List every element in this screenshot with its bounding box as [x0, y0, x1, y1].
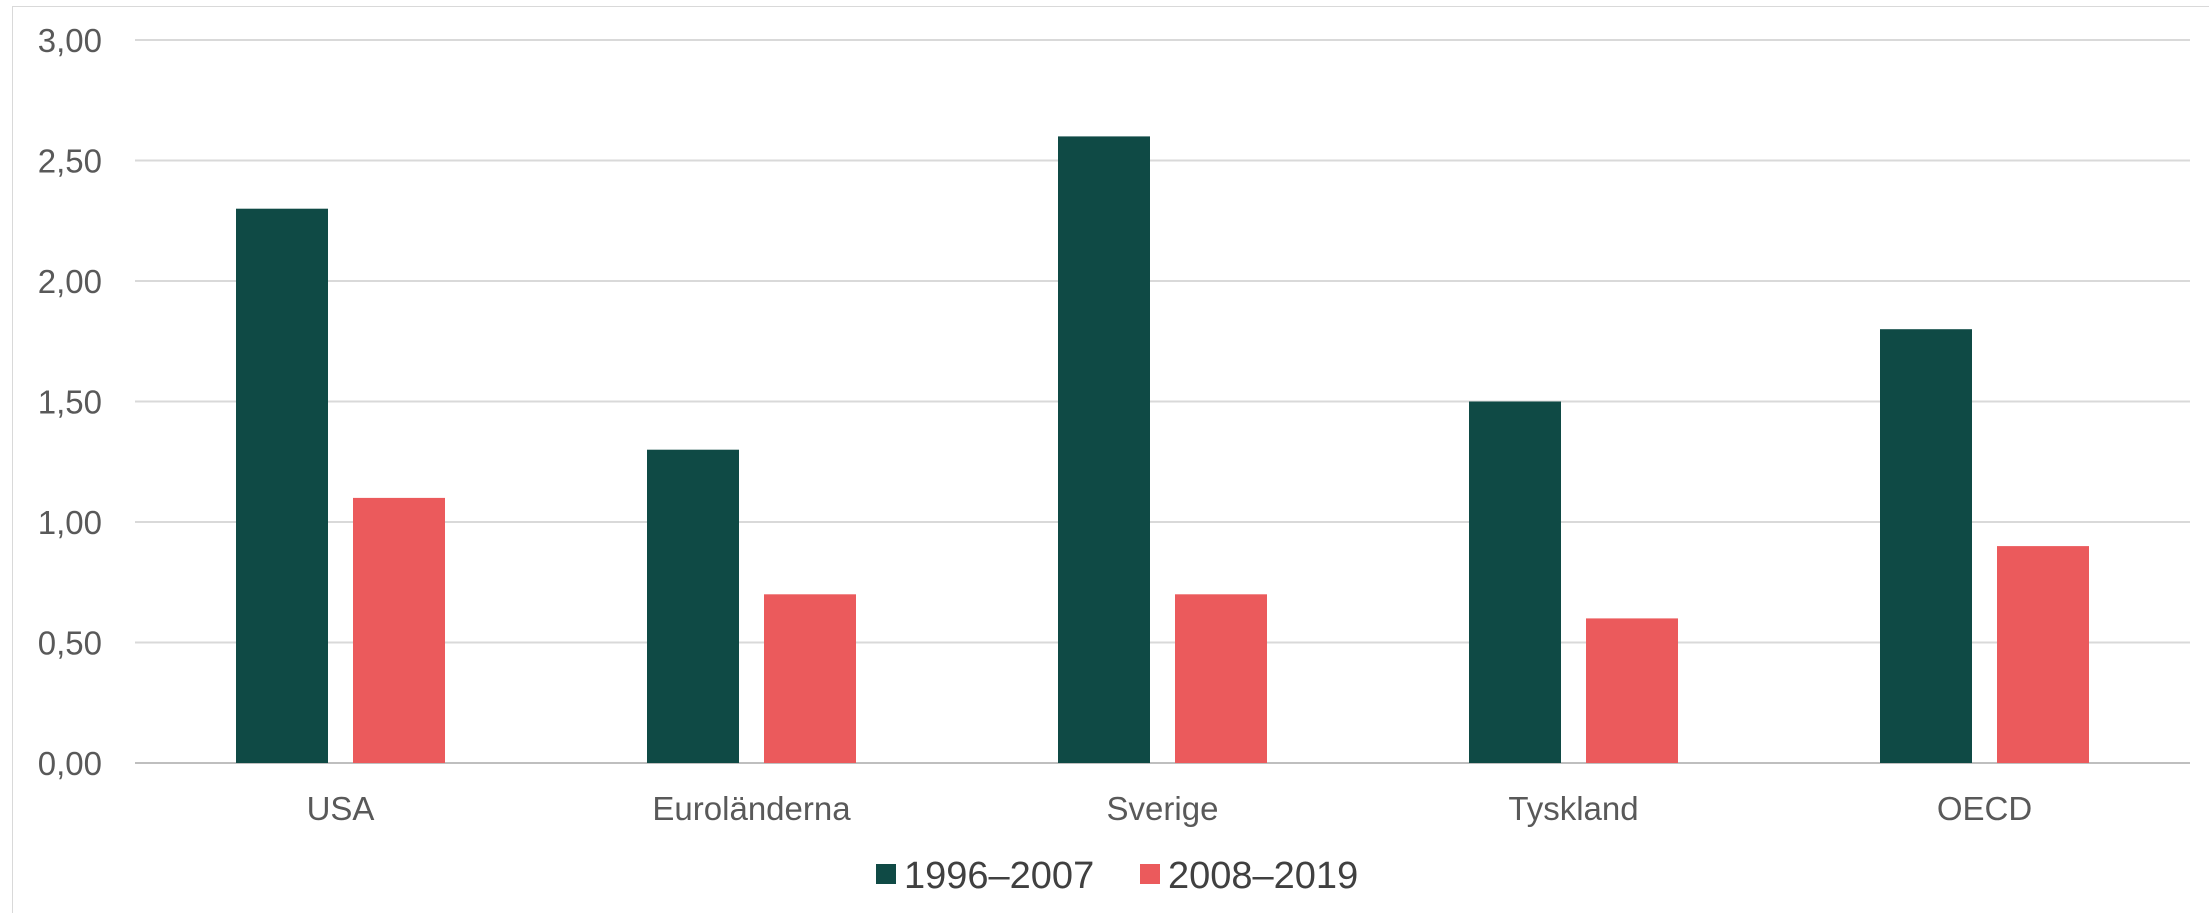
- bar-series1: [1469, 401, 1561, 763]
- y-tick-label: 0,00: [38, 745, 102, 782]
- bar-series2: [1175, 594, 1267, 763]
- legend-label: 2008–2019: [1168, 855, 1358, 897]
- y-tick-label: 2,00: [38, 263, 102, 300]
- legend: 1996–2007 2008–2019: [876, 855, 1358, 897]
- x-axis-categories: USA Euroländerna Sverige Tyskland OECD: [307, 790, 2033, 827]
- x-category-label: Sverige: [1107, 790, 1219, 827]
- bars: [236, 136, 2089, 763]
- y-axis-ticks: 0,00 0,50 1,00 1,50 2,00 2,50 3,00: [38, 22, 102, 782]
- chart-frame: [12, 6, 2209, 913]
- bar-series1: [236, 208, 328, 763]
- y-tick-label: 2,50: [38, 143, 102, 180]
- y-tick-label: 1,50: [38, 384, 102, 421]
- bar-series2: [1997, 546, 2089, 763]
- y-tick-label: 3,00: [38, 22, 102, 59]
- bar-series2: [1586, 618, 1678, 763]
- x-category-label: Tyskland: [1508, 790, 1638, 827]
- y-tick-label: 0,50: [38, 625, 102, 662]
- x-category-label: USA: [307, 790, 375, 827]
- bar-series2: [764, 594, 856, 763]
- bar-series1: [1880, 329, 1972, 763]
- y-tick-label: 1,00: [38, 504, 102, 541]
- bar-series2: [353, 497, 445, 763]
- x-category-label: Euroländerna: [652, 790, 851, 827]
- gridlines: [135, 39, 2190, 764]
- legend-label: 1996–2007: [904, 855, 1094, 897]
- bar-series1: [647, 449, 739, 763]
- x-category-label: OECD: [1937, 790, 2032, 827]
- legend-swatch: [1140, 864, 1160, 884]
- bar-series1: [1058, 136, 1150, 763]
- legend-swatch: [876, 864, 896, 884]
